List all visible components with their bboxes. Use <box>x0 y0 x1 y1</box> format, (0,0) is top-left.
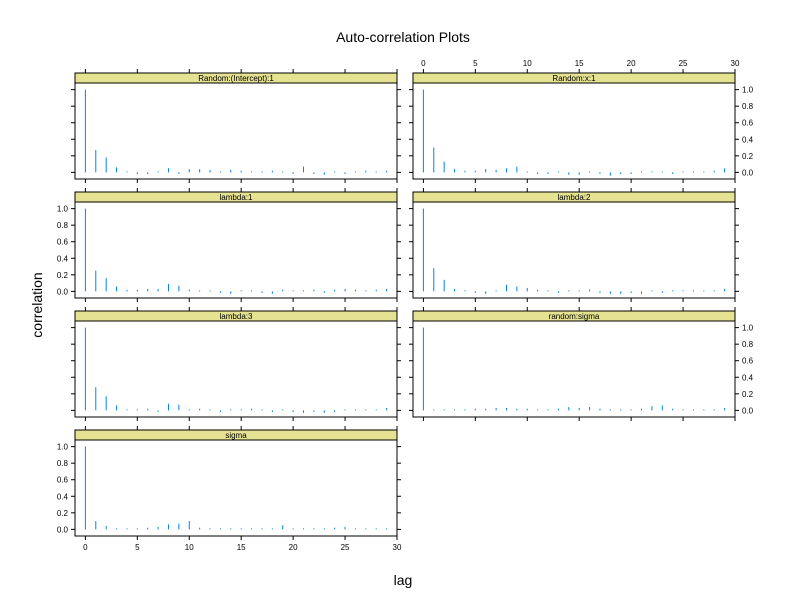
x-axis-title: lag <box>394 572 413 588</box>
panel-random-x-1: Random:x:1 0.0 0.2 0.4 0.6 0.8 1.0 0 5 10 15 20 25 30 <box>409 59 754 183</box>
strip-label: lambda:1 <box>220 193 253 202</box>
panel-grid: Random:(Intercept):1 Random:x:1 0.0 0.2 0.4 0… <box>57 59 754 552</box>
y-tick-label: 0.8 <box>57 221 69 230</box>
y-tick-label: 0.2 <box>742 390 754 399</box>
y-tick-label: 0.8 <box>742 102 754 111</box>
panel-lambda-2: lambda:2 <box>409 188 739 302</box>
x-tick-label: 0 <box>83 543 88 552</box>
strip-label: Random:x:1 <box>552 74 596 83</box>
plot-frame <box>74 201 398 299</box>
y-tick-label: 0.4 <box>57 254 69 263</box>
y-tick-label: 0.2 <box>742 152 754 161</box>
y-tick-label: 0.6 <box>57 476 69 485</box>
x-tick-label: 30 <box>731 59 740 68</box>
x-tick-label: 15 <box>237 543 246 552</box>
y-tick-label: 1.0 <box>57 205 69 214</box>
y-tick-label: 1.0 <box>57 443 69 452</box>
strip-label: lambda:2 <box>558 193 591 202</box>
y-tick-label: 0.2 <box>57 509 69 518</box>
y-tick-label: 0.0 <box>57 525 69 534</box>
panel-sigma: sigma 0.0 0.2 0.4 0.6 0.8 1.0 0 5 10 15 20 25 30 <box>57 426 402 552</box>
y-tick-label: 0.6 <box>742 119 754 128</box>
strip-label: random:sigma <box>549 312 600 321</box>
panel-random-intercept-1: Random:(Intercept):1 <box>71 69 401 183</box>
x-tick-label: 20 <box>627 59 636 68</box>
y-tick-label: 0.0 <box>742 168 754 177</box>
x-tick-label: 20 <box>289 543 298 552</box>
y-tick-label: 1.0 <box>742 86 754 95</box>
y-tick-label: 0.8 <box>742 340 754 349</box>
x-tick-label: 30 <box>393 543 402 552</box>
y-tick-label: 0.8 <box>57 459 69 468</box>
panel-lambda-3: lambda:3 <box>71 307 401 421</box>
panel-random-sigma: random:sigma 0.0 0.2 0.4 0.6 0.8 1.0 <box>409 307 754 421</box>
plot-frame <box>74 320 398 418</box>
y-tick-label: 0.0 <box>742 406 754 415</box>
chart-title: Auto-correlation Plots <box>336 29 470 45</box>
x-tick-label: 5 <box>135 543 140 552</box>
panel-lambda-1: lambda:1 0.0 0.2 0.4 0.6 0.8 1.0 <box>57 188 401 302</box>
y-tick-label: 0.6 <box>57 238 69 247</box>
y-tick-label: 0.4 <box>57 492 69 501</box>
strip-label: lambda:3 <box>220 312 253 321</box>
y-tick-label: 0.6 <box>742 357 754 366</box>
strip-label: sigma <box>225 431 247 440</box>
y-tick-label: 0.4 <box>742 373 754 382</box>
plot-frame <box>412 82 736 180</box>
y-tick-label: 0.2 <box>57 271 69 280</box>
x-tick-label: 25 <box>679 59 688 68</box>
y-tick-label: 0.4 <box>742 135 754 144</box>
plot-frame <box>412 320 736 418</box>
y-axis-title: correlation <box>29 272 45 337</box>
x-tick-label: 5 <box>473 59 478 68</box>
x-tick-label: 10 <box>523 59 532 68</box>
strip-label: Random:(Intercept):1 <box>198 74 274 83</box>
y-tick-label: 1.0 <box>742 324 754 333</box>
plot-frame <box>74 82 398 180</box>
plot-frame <box>74 439 398 537</box>
y-tick-label: 0.0 <box>57 287 69 296</box>
x-tick-label: 15 <box>575 59 584 68</box>
x-tick-label: 25 <box>341 543 350 552</box>
x-tick-label: 0 <box>421 59 426 68</box>
x-tick-label: 10 <box>185 543 194 552</box>
plot-frame <box>412 201 736 299</box>
